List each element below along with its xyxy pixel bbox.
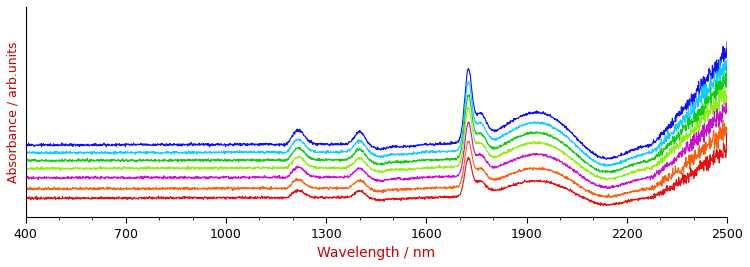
Y-axis label: Absorbance / arb.units: Absorbance / arb.units: [7, 41, 20, 183]
X-axis label: Wavelength / nm: Wavelength / nm: [317, 246, 435, 260]
